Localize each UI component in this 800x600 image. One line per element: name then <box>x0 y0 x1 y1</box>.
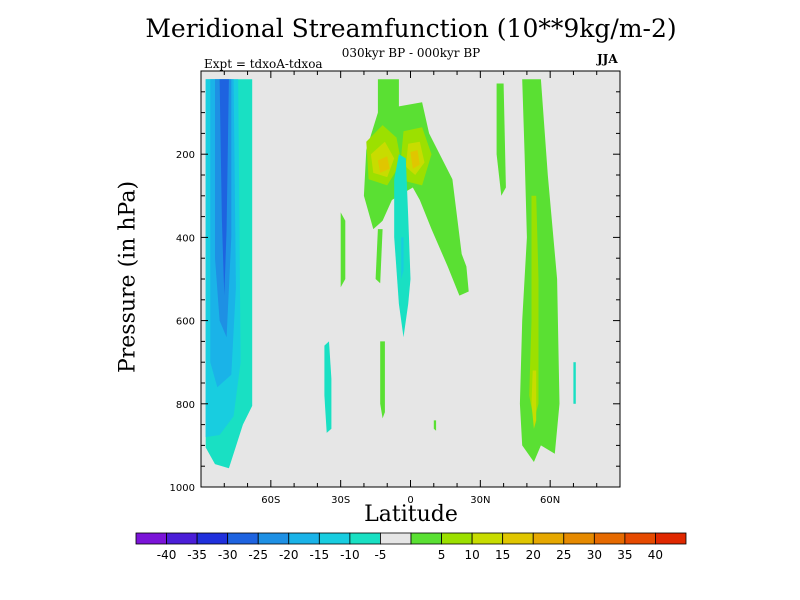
contour-region-15 <box>433 420 437 431</box>
contour-region-16 <box>496 83 506 196</box>
y-tick-label: 400 <box>176 233 195 244</box>
colorbar-label: 20 <box>526 548 541 562</box>
colorbar-swatch <box>655 532 687 545</box>
colorbar-label: 30 <box>587 548 602 562</box>
x-tick-label: 60N <box>540 495 560 506</box>
colorbar-label: -30 <box>218 548 238 562</box>
contour-region-23 <box>573 362 576 404</box>
colorbar-label: -10 <box>340 548 360 562</box>
colorbar-label: -20 <box>279 548 299 562</box>
colorbar-swatch <box>349 532 381 545</box>
contour-region-4 <box>219 79 229 296</box>
colorbar-label: 40 <box>648 548 663 562</box>
contour-region-22 <box>324 341 332 433</box>
colorbar-swatch <box>257 532 290 545</box>
colorbar-swatch <box>196 532 229 545</box>
colorbar-swatch <box>227 532 259 545</box>
y-tick-label: 800 <box>176 400 195 411</box>
colorbar-label: -40 <box>157 548 177 562</box>
colorbar-swatch <box>135 532 167 545</box>
colorbar-swatch <box>288 532 320 545</box>
contour-region-13 <box>375 229 383 284</box>
colorbar-swatch <box>471 532 504 545</box>
colorbar-swatch <box>593 532 626 545</box>
contour-region-17 <box>519 79 560 463</box>
colorbar-label: 10 <box>464 548 479 562</box>
y-tick-label: 600 <box>176 317 195 328</box>
chart-title: Meridional Streamfunction (10**9kg/m-2) <box>145 14 677 43</box>
colorbar-swatch <box>410 532 442 545</box>
colorbar-swatch <box>318 532 351 545</box>
colorbar-label: 15 <box>495 548 510 562</box>
colorbar-label: -15 <box>310 548 330 562</box>
colorbar-label: 25 <box>556 548 571 562</box>
contour-region-10 <box>377 156 390 173</box>
contour-region-19 <box>531 370 537 429</box>
season-label: JJA <box>597 52 618 66</box>
x-tick-label: 60S <box>261 495 280 506</box>
colorbar-swatch <box>563 532 595 545</box>
chart-subtitle: 030kyr BP - 000kyr BP <box>341 46 481 60</box>
colorbar-label: -25 <box>248 548 268 562</box>
y-tick-label: 200 <box>176 150 195 161</box>
x-tick-label: 0 <box>407 495 413 506</box>
x-tick-label: 30S <box>331 495 350 506</box>
colorbar-swatch <box>380 532 412 545</box>
x-tick-label: 30N <box>470 495 490 506</box>
experiment-label: Expt = tdxoA-tdxoa <box>204 57 323 71</box>
x-axis-label: Latitude <box>364 502 458 527</box>
contour-region-21 <box>401 237 404 279</box>
contour-region-11 <box>410 150 420 169</box>
colorbar-swatch <box>624 532 656 545</box>
contour-region-12 <box>340 212 346 288</box>
contour-region-14 <box>380 341 385 419</box>
colorbar-label: -35 <box>187 548 207 562</box>
colorbar-swatch <box>502 532 534 545</box>
colorbar-swatch <box>532 532 565 545</box>
contour-region-18 <box>529 195 539 421</box>
colorbar-swatch <box>166 532 198 545</box>
colorbar-label: 5 <box>438 548 446 562</box>
colorbar-label: 35 <box>617 548 632 562</box>
y-tick-label: 1000 <box>170 483 195 494</box>
colorbar-swatch <box>441 532 473 545</box>
colorbar-label: -5 <box>374 548 386 562</box>
